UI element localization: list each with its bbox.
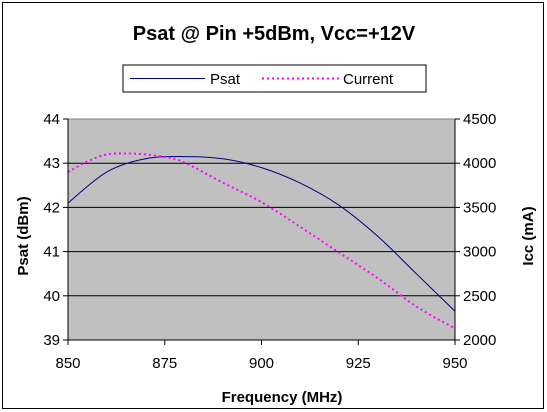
plot-area bbox=[67, 118, 456, 341]
y-tick-label: 40 bbox=[43, 288, 60, 305]
y2-tick-label: 3500 bbox=[463, 199, 496, 216]
y2-tick-label: 2000 bbox=[463, 332, 496, 349]
x-tick-label: 900 bbox=[249, 355, 274, 372]
y2-tick-label: 4500 bbox=[463, 111, 496, 128]
x-axis-label: Frequency (MHz) bbox=[222, 389, 343, 406]
series-layer bbox=[67, 152, 456, 330]
y-tick-label: 43 bbox=[43, 155, 60, 172]
y2-tick-label: 4000 bbox=[463, 155, 496, 172]
y-tick-label: 42 bbox=[43, 199, 60, 216]
legend-label-psat: Psat bbox=[210, 71, 241, 88]
x-tick-label: 875 bbox=[152, 355, 177, 372]
x-tick-label: 950 bbox=[442, 355, 467, 372]
y-tick-label: 44 bbox=[43, 111, 60, 128]
y2-tick-label: 3000 bbox=[463, 244, 496, 261]
y-tick-label: 41 bbox=[43, 244, 60, 261]
x-tick-label: 850 bbox=[55, 355, 80, 372]
gridlines bbox=[68, 162, 455, 297]
ticks-layer: 39 40 41 42 43 44 2000 2500 3000 3500 4000 4500 850 8… bbox=[43, 111, 496, 372]
y2-tick-label: 2500 bbox=[463, 288, 496, 305]
y-tick-label: 39 bbox=[43, 332, 60, 349]
series-line-psat bbox=[67, 156, 456, 312]
x-tick-label: 925 bbox=[346, 355, 371, 372]
legend: Psat Current bbox=[122, 64, 427, 93]
y2-axis-label: Icc (mA) bbox=[520, 206, 537, 265]
chart-title: Psat @ Pin +5dBm, Vcc=+12V bbox=[133, 23, 416, 45]
legend-label-current: Current bbox=[343, 71, 394, 88]
y-axis-label: Psat (dBm) bbox=[15, 196, 32, 275]
series-line-current bbox=[67, 152, 456, 330]
